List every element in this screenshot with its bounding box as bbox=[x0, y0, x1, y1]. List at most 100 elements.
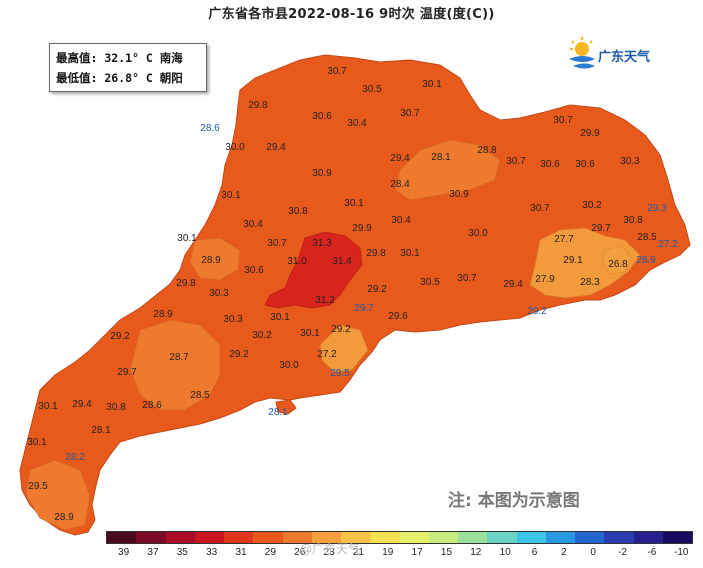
stats-box: 最高值: 32.1° C 南海 最低值: 26.8° C 朝阳 bbox=[49, 43, 207, 92]
station-value: 30.7 bbox=[506, 156, 526, 167]
legend-label: -10 bbox=[674, 547, 689, 558]
legend-swatch bbox=[399, 532, 429, 543]
station-value: 28.2 bbox=[65, 452, 85, 463]
station-value: 30.7 bbox=[327, 66, 347, 77]
station-value: 30.7 bbox=[400, 108, 420, 119]
disclaimer-note: 注: 本图为示意图 bbox=[448, 491, 580, 511]
station-value: 28.4 bbox=[390, 179, 410, 190]
legend-label: 2 bbox=[561, 547, 567, 558]
warm-zone-coast bbox=[319, 324, 369, 373]
station-value: 30.7 bbox=[267, 238, 287, 249]
station-value: 29.8 bbox=[248, 100, 268, 111]
legend-swatch bbox=[253, 532, 283, 543]
legend-label: 26 bbox=[294, 547, 306, 558]
station-value: 28.9 bbox=[153, 309, 173, 320]
station-value: 30.8 bbox=[288, 206, 308, 217]
station-value: 30.6 bbox=[312, 111, 332, 122]
station-value: 29.9 bbox=[352, 223, 372, 234]
sun-cloud-logo-icon bbox=[569, 37, 595, 69]
station-value: 30.4 bbox=[391, 215, 411, 226]
legend-label: 0 bbox=[590, 547, 596, 558]
legend-label: 23 bbox=[323, 547, 335, 558]
station-value: 30.4 bbox=[347, 118, 367, 129]
station-value: 30.1 bbox=[177, 233, 197, 244]
island bbox=[275, 399, 297, 415]
cool-zone-east bbox=[529, 227, 641, 299]
station-value: 30.3 bbox=[223, 314, 243, 325]
legend-swatch bbox=[194, 532, 224, 543]
legend-swatch bbox=[165, 532, 195, 543]
legend-label: -6 bbox=[647, 547, 657, 558]
station-value: 30.6 bbox=[575, 159, 595, 170]
station-value: 28.5 bbox=[637, 232, 657, 243]
station-value: 28.9 bbox=[636, 255, 656, 266]
station-value: 29.2 bbox=[229, 349, 249, 360]
legend-label: 39 bbox=[118, 547, 130, 558]
station-value: 29.3 bbox=[647, 203, 667, 214]
station-value: 29.1 bbox=[563, 255, 583, 266]
station-value: 29.8 bbox=[366, 248, 386, 259]
color-legend-labels: 39 37 35 33 31 29 26 23 21 19 17 15 12 10 6 2 0 -2 -6 -10 bbox=[106, 547, 693, 561]
legend-label: 33 bbox=[206, 547, 218, 558]
legend-label: 37 bbox=[147, 547, 159, 558]
watermark: @广东天气 bbox=[300, 542, 361, 556]
station-value: 29.6 bbox=[388, 311, 408, 322]
station-value: 30.0 bbox=[468, 228, 488, 239]
station-value: 28.6 bbox=[200, 123, 220, 134]
station-value: 30.1 bbox=[300, 328, 320, 339]
legend-swatch bbox=[341, 532, 371, 543]
station-value: 28.8 bbox=[477, 145, 497, 156]
legend-label: 10 bbox=[499, 547, 511, 558]
cool-zone-northeast bbox=[394, 139, 501, 201]
legend-swatch bbox=[458, 532, 488, 543]
station-value: 30.6 bbox=[244, 265, 264, 276]
station-value: 30.0 bbox=[225, 142, 245, 153]
station-value: 30.1 bbox=[221, 190, 241, 201]
station-value: 29.7 bbox=[591, 223, 611, 234]
station-value: 30.7 bbox=[530, 203, 550, 214]
legend-swatch bbox=[604, 532, 634, 543]
station-value: 30.1 bbox=[344, 198, 364, 209]
station-value: 31.2 bbox=[315, 295, 335, 306]
station-value: 29.5 bbox=[330, 368, 350, 379]
legend-swatch bbox=[516, 532, 546, 543]
station-value: 27.7 bbox=[554, 234, 574, 245]
color-legend-bar bbox=[106, 531, 693, 544]
legend-swatch bbox=[224, 532, 254, 543]
station-value: 30.8 bbox=[106, 402, 126, 413]
legend-label: 31 bbox=[235, 547, 247, 558]
legend-label: 15 bbox=[440, 547, 453, 558]
station-value: 30.9 bbox=[449, 189, 469, 200]
station-value: 28.7 bbox=[169, 352, 189, 363]
legend-swatch bbox=[428, 532, 458, 543]
legend-swatch bbox=[633, 532, 663, 543]
hot-spot-chaoyang bbox=[601, 245, 633, 275]
station-value: 30.7 bbox=[553, 115, 573, 126]
station-value: 29.7 bbox=[354, 303, 374, 314]
cool-zone-northwest bbox=[189, 237, 241, 281]
station-value: 30.4 bbox=[243, 219, 263, 230]
station-value: 28.9 bbox=[201, 255, 221, 266]
station-value: 30.8 bbox=[623, 215, 643, 226]
station-value: 29.5 bbox=[28, 481, 48, 492]
station-value: 31.3 bbox=[312, 238, 332, 249]
station-value: 30.6 bbox=[540, 159, 560, 170]
station-value: 26.8 bbox=[608, 259, 628, 270]
station-value: 30.5 bbox=[420, 277, 440, 288]
legend-label: 19 bbox=[382, 547, 394, 558]
station-value: 30.7 bbox=[457, 273, 477, 284]
legend-swatch bbox=[370, 532, 400, 543]
map-title: 广东省各市县2022-08-16 9时次 温度(度(C)) bbox=[208, 7, 495, 22]
logo-text: 广东天气 bbox=[598, 50, 651, 65]
station-value: 28.1 bbox=[91, 425, 111, 436]
station-value: 29.4 bbox=[390, 153, 410, 164]
station-value: 30.1 bbox=[38, 401, 58, 412]
station-value: 31.4 bbox=[332, 256, 352, 267]
legend-label: 17 bbox=[411, 547, 423, 558]
station-value: 30.0 bbox=[279, 360, 299, 371]
station-value: 30.1 bbox=[400, 248, 420, 259]
station-value: 30.1 bbox=[422, 79, 442, 90]
legend-label: 21 bbox=[352, 547, 364, 558]
station-value: 29.4 bbox=[72, 399, 92, 410]
station-value: 29.2 bbox=[527, 306, 547, 317]
